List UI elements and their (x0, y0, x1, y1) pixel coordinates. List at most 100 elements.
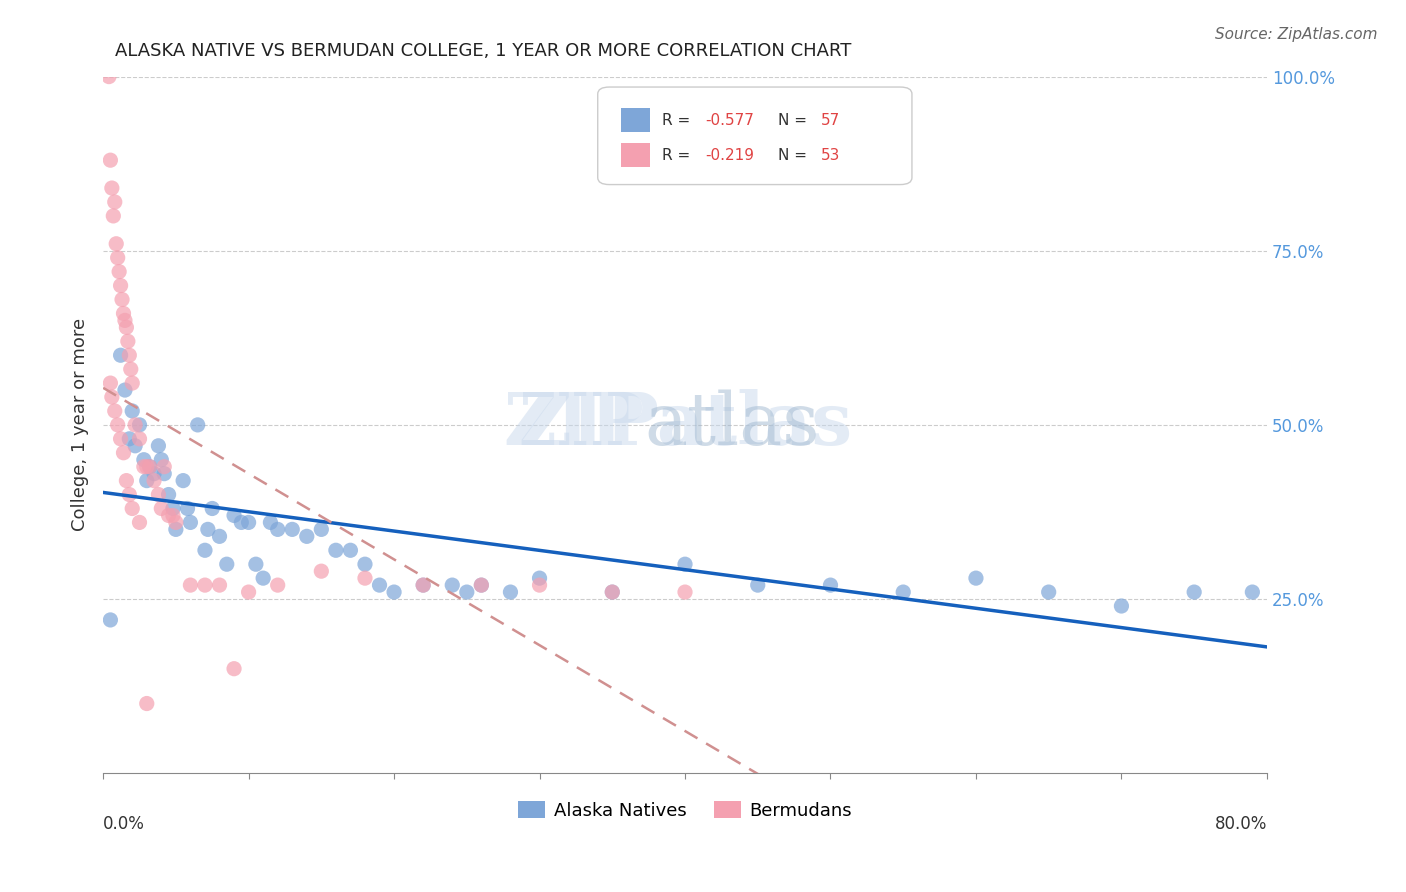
Point (820, 578, 842, 592)
Point (311, 564, 333, 578)
Point (354, 558, 377, 572)
Text: 0.0%: 0.0% (103, 815, 145, 833)
Point (108, 265, 131, 279)
Point (259, 516, 281, 530)
Point (157, 508, 180, 523)
Point (112, 446, 135, 460)
Point (118, 348, 141, 362)
Point (148, 487, 170, 501)
Text: 80.0%: 80.0% (1215, 815, 1267, 833)
Point (162, 508, 184, 523)
Point (238, 585, 260, 599)
Point (222, 508, 245, 523)
Point (600, 585, 623, 599)
Point (238, 516, 260, 530)
Point (107, 417, 129, 432)
Point (412, 578, 434, 592)
Point (121, 501, 143, 516)
Point (470, 578, 492, 592)
Point (115, 474, 138, 488)
Point (153, 467, 176, 481)
Point (162, 501, 184, 516)
Text: atlas: atlas (644, 390, 820, 460)
Point (354, 571, 377, 585)
Text: N =: N = (778, 148, 813, 163)
Point (110, 432, 132, 446)
Point (165, 522, 187, 536)
Point (267, 522, 290, 536)
Point (673, 558, 696, 572)
Point (1111, 599, 1133, 613)
Point (176, 501, 198, 516)
Point (97, 70, 120, 84)
Point (529, 571, 551, 585)
Text: 53: 53 (821, 148, 841, 163)
Point (101, 390, 124, 404)
Text: 57: 57 (821, 113, 841, 128)
Point (1241, 585, 1264, 599)
Point (104, 194, 127, 209)
Point (747, 578, 769, 592)
Point (135, 697, 157, 711)
Point (382, 585, 405, 599)
Point (117, 334, 139, 349)
Point (295, 529, 318, 543)
Point (456, 585, 478, 599)
Point (499, 585, 522, 599)
Point (105, 236, 128, 251)
Point (128, 516, 150, 530)
Point (165, 516, 187, 530)
Point (135, 474, 157, 488)
Point (325, 543, 347, 558)
Point (252, 571, 274, 585)
Legend: Alaska Natives, Bermudans: Alaska Natives, Bermudans (510, 794, 859, 827)
Point (891, 585, 914, 599)
Point (441, 578, 464, 592)
Text: Source: ZipAtlas.com: Source: ZipAtlas.com (1215, 27, 1378, 42)
Point (1038, 585, 1060, 599)
Point (179, 578, 201, 592)
Point (124, 417, 146, 432)
Point (121, 404, 143, 418)
Text: R =: R = (662, 113, 695, 128)
Text: ZIP: ZIP (503, 390, 644, 460)
Text: -0.219: -0.219 (704, 148, 754, 163)
Point (600, 585, 623, 599)
Point (965, 571, 987, 585)
Point (311, 522, 333, 536)
Bar (621, 143, 650, 167)
Text: -0.577: -0.577 (704, 113, 754, 128)
Y-axis label: College, 1 year or more: College, 1 year or more (72, 318, 89, 532)
Point (138, 459, 160, 474)
Point (245, 558, 267, 572)
Point (143, 467, 166, 481)
Point (157, 487, 180, 501)
Point (104, 404, 127, 418)
Point (215, 558, 238, 572)
Point (128, 432, 150, 446)
Point (120, 362, 142, 376)
Point (148, 439, 170, 453)
Point (100, 153, 122, 168)
Point (128, 417, 150, 432)
Point (281, 522, 304, 536)
Point (107, 251, 129, 265)
Point (114, 313, 136, 327)
Text: ZIPatlas: ZIPatlas (517, 390, 852, 460)
Point (368, 578, 391, 592)
Point (150, 501, 173, 516)
Point (118, 432, 141, 446)
Point (339, 543, 361, 558)
Point (194, 543, 217, 558)
Point (194, 578, 217, 592)
Text: N =: N = (778, 113, 813, 128)
Point (110, 348, 132, 362)
Point (110, 278, 132, 293)
Point (143, 474, 166, 488)
Point (208, 578, 231, 592)
Point (132, 452, 155, 467)
Point (124, 439, 146, 453)
Bar (621, 108, 650, 132)
Text: ALASKA NATIVE VS BERMUDAN COLLEGE, 1 YEAR OR MORE CORRELATION CHART: ALASKA NATIVE VS BERMUDAN COLLEGE, 1 YEA… (115, 42, 851, 60)
Point (673, 585, 696, 599)
